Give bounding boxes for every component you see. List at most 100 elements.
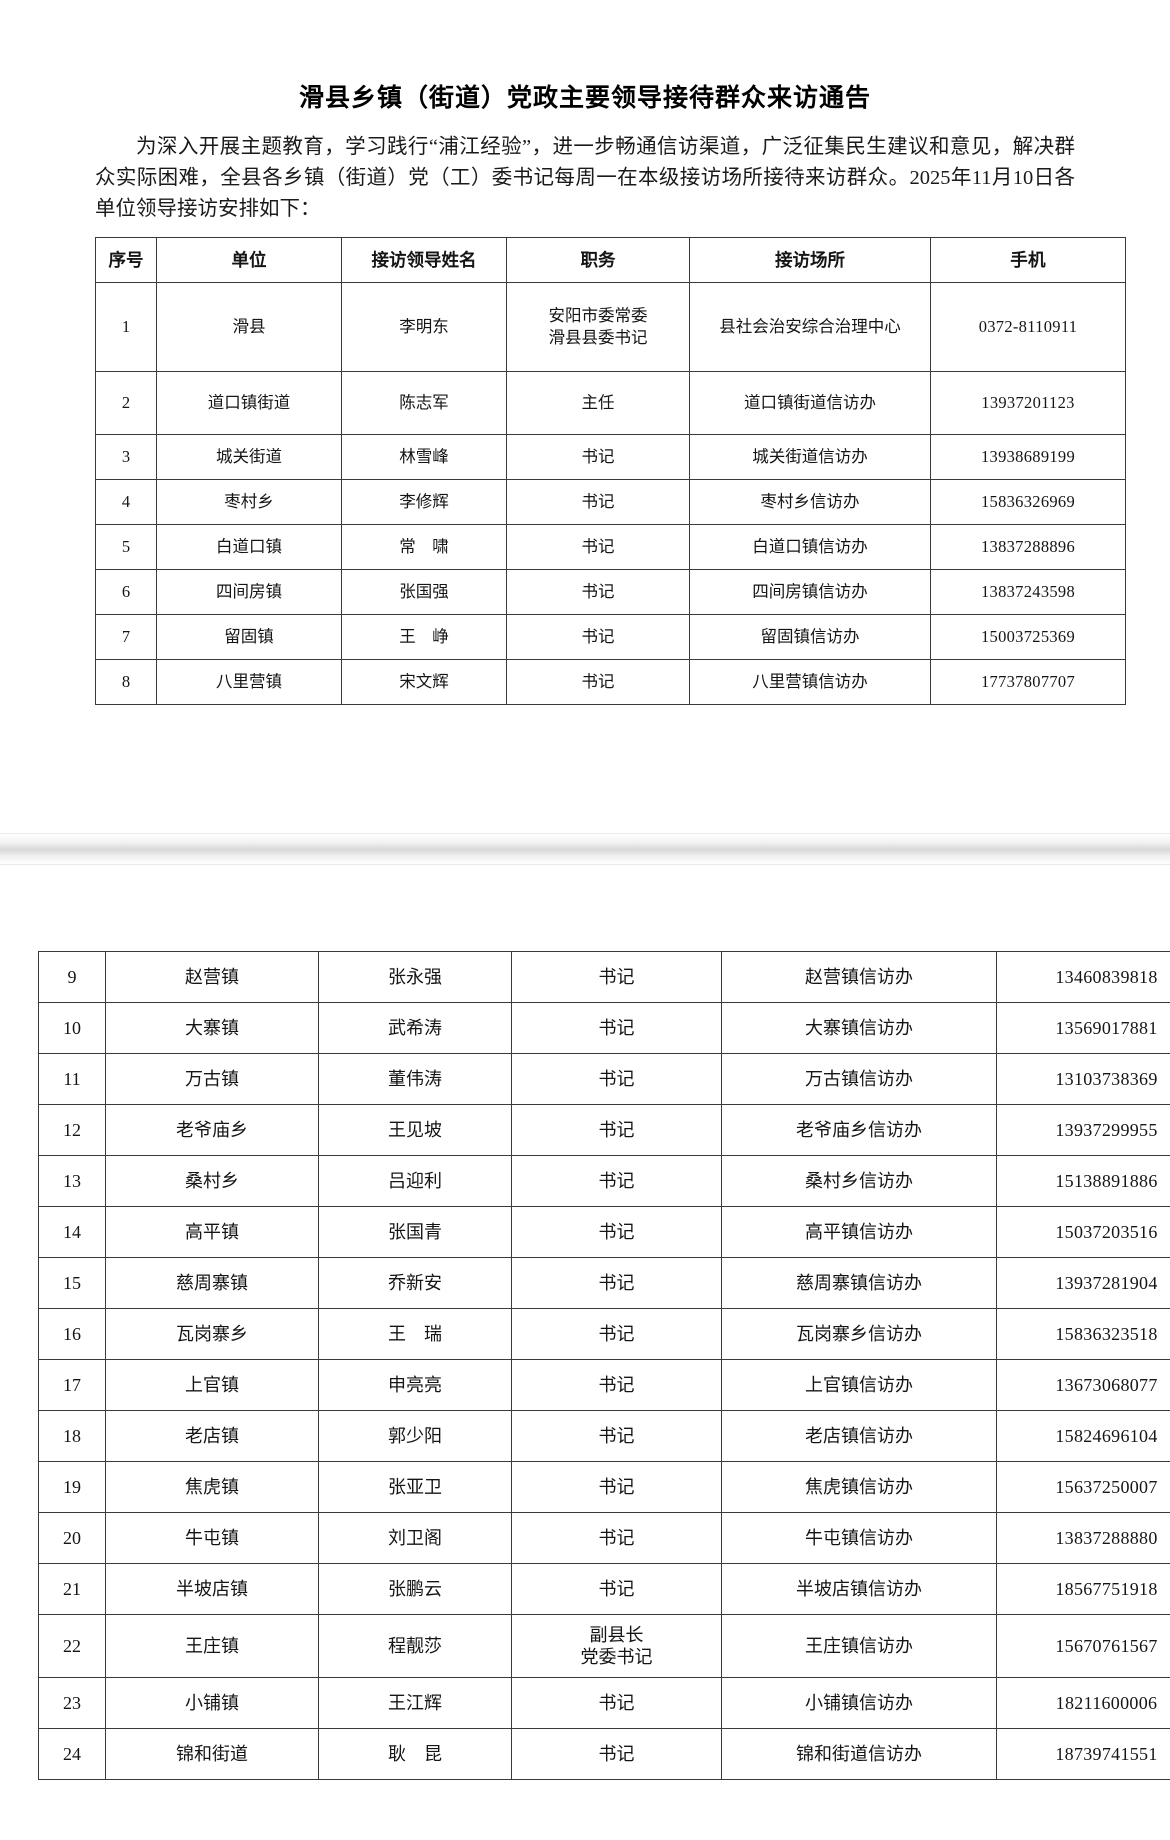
cell-phone: 18739741551 [997, 1729, 1170, 1780]
cell-leader: 张鹏云 [319, 1564, 512, 1615]
table-row: 21 半坡店镇 张鹏云 书记 半坡店镇信访办 18567751918 [39, 1564, 1170, 1615]
cell-post: 书记 [512, 1156, 722, 1207]
table-row: 5 白道口镇 常 啸 书记 白道口镇信访办 13837288896 [96, 525, 1126, 570]
cell-index: 1 [96, 283, 157, 372]
cell-post: 书记 [512, 1462, 722, 1513]
cell-place: 大寨镇信访办 [722, 1003, 997, 1054]
table-header-row: 序号 单位 接访领导姓名 职务 接访场所 手机 [96, 238, 1126, 283]
cell-post: 书记 [512, 1054, 722, 1105]
cell-unit: 半坡店镇 [106, 1564, 319, 1615]
cell-leader: 王江辉 [319, 1678, 512, 1729]
cell-leader: 耿 昆 [319, 1729, 512, 1780]
cell-post: 书记 [512, 952, 722, 1003]
cell-unit: 白道口镇 [157, 525, 342, 570]
cell-phone: 13937281904 [997, 1258, 1170, 1309]
cell-post: 书记 [507, 480, 690, 525]
cell-unit: 老爷庙乡 [106, 1105, 319, 1156]
cell-phone: 15003725369 [931, 615, 1126, 660]
cell-leader: 张国强 [342, 570, 507, 615]
cell-leader: 张国青 [319, 1207, 512, 1258]
cell-leader: 李明东 [342, 283, 507, 372]
cell-phone: 15670761567 [997, 1615, 1170, 1678]
cell-phone: 18211600006 [997, 1678, 1170, 1729]
column-header-phone: 手机 [931, 238, 1126, 283]
schedule-table-page-1: 序号 单位 接访领导姓名 职务 接访场所 手机 1 滑县 李明东 安阳市委常委 … [95, 237, 1126, 705]
cell-index: 19 [39, 1462, 106, 1513]
cell-leader: 常 啸 [342, 525, 507, 570]
table-row: 15 慈周寨镇 乔新安 书记 慈周寨镇信访办 13937281904 [39, 1258, 1170, 1309]
table-row: 18 老店镇 郭少阳 书记 老店镇信访办 15824696104 [39, 1411, 1170, 1462]
cell-place: 王庄镇信访办 [722, 1615, 997, 1678]
cell-place: 牛屯镇信访办 [722, 1513, 997, 1564]
cell-index: 21 [39, 1564, 106, 1615]
cell-phone: 18567751918 [997, 1564, 1170, 1615]
cell-unit: 王庄镇 [106, 1615, 319, 1678]
cell-phone: 15824696104 [997, 1411, 1170, 1462]
cell-unit: 道口镇街道 [157, 372, 342, 435]
cell-unit: 万古镇 [106, 1054, 319, 1105]
cell-leader: 吕迎利 [319, 1156, 512, 1207]
cell-index: 9 [39, 952, 106, 1003]
cell-place: 半坡店镇信访办 [722, 1564, 997, 1615]
cell-post: 书记 [512, 1564, 722, 1615]
cell-leader: 林雪峰 [342, 435, 507, 480]
cell-place: 留固镇信访办 [690, 615, 931, 660]
column-header-index: 序号 [96, 238, 157, 283]
table-row: 17 上官镇 申亮亮 书记 上官镇信访办 13673068077 [39, 1360, 1170, 1411]
cell-place: 城关街道信访办 [690, 435, 931, 480]
cell-post: 书记 [507, 570, 690, 615]
cell-phone: 13837288896 [931, 525, 1126, 570]
cell-unit: 上官镇 [106, 1360, 319, 1411]
column-header-place: 接访场所 [690, 238, 931, 283]
cell-post: 书记 [512, 1513, 722, 1564]
cell-unit: 留固镇 [157, 615, 342, 660]
table-row: 8 八里营镇 宋文辉 书记 八里营镇信访办 17737807707 [96, 660, 1126, 705]
table-body-page-2: 9 赵营镇 张永强 书记 赵营镇信访办 13460839818 10 大寨镇 武… [39, 952, 1170, 1780]
cell-unit: 瓦岗寨乡 [106, 1309, 319, 1360]
table-row: 19 焦虎镇 张亚卫 书记 焦虎镇信访办 15637250007 [39, 1462, 1170, 1513]
page-top-whitespace [38, 865, 1140, 951]
cell-place: 老店镇信访办 [722, 1411, 997, 1462]
table-row: 2 道口镇街道 陈志军 主任 道口镇街道信访办 13937201123 [96, 372, 1126, 435]
cell-place: 上官镇信访办 [722, 1360, 997, 1411]
cell-phone: 13837243598 [931, 570, 1126, 615]
cell-unit: 桑村乡 [106, 1156, 319, 1207]
cell-index: 14 [39, 1207, 106, 1258]
cell-leader: 李修辉 [342, 480, 507, 525]
cell-index: 24 [39, 1729, 106, 1780]
cell-index: 15 [39, 1258, 106, 1309]
cell-place: 桑村乡信访办 [722, 1156, 997, 1207]
cell-index: 8 [96, 660, 157, 705]
cell-index: 22 [39, 1615, 106, 1678]
cell-leader: 乔新安 [319, 1258, 512, 1309]
cell-place: 八里营镇信访办 [690, 660, 931, 705]
cell-place: 瓦岗寨乡信访办 [722, 1309, 997, 1360]
page-bottom-whitespace [95, 705, 1075, 833]
cell-phone: 13837288880 [997, 1513, 1170, 1564]
page-separator [0, 833, 1170, 865]
table-row: 9 赵营镇 张永强 书记 赵营镇信访办 13460839818 [39, 952, 1170, 1003]
cell-phone: 15836323518 [997, 1309, 1170, 1360]
cell-unit: 四间房镇 [157, 570, 342, 615]
schedule-table-page-2: 9 赵营镇 张永强 书记 赵营镇信访办 13460839818 10 大寨镇 武… [38, 951, 1170, 1780]
cell-unit: 大寨镇 [106, 1003, 319, 1054]
table-body-page-1: 1 滑县 李明东 安阳市委常委 滑县县委书记 县社会治安综合治理中心 0372-… [96, 283, 1126, 705]
cell-leader: 程靓莎 [319, 1615, 512, 1678]
cell-post: 书记 [507, 660, 690, 705]
cell-phone: 17737807707 [931, 660, 1126, 705]
cell-post: 书记 [507, 525, 690, 570]
cell-phone: 15138891886 [997, 1156, 1170, 1207]
cell-leader: 申亮亮 [319, 1360, 512, 1411]
cell-phone: 13673068077 [997, 1360, 1170, 1411]
table-row: 24 锦和街道 耿 昆 书记 锦和街道信访办 18739741551 [39, 1729, 1170, 1780]
cell-unit: 老店镇 [106, 1411, 319, 1462]
cell-place: 县社会治安综合治理中心 [690, 283, 931, 372]
cell-leader: 武希涛 [319, 1003, 512, 1054]
document-page-1: 滑县乡镇（街道）党政主要领导接待群众来访通告 为深入开展主题教育，学习践行“浦江… [0, 0, 1170, 833]
cell-unit: 慈周寨镇 [106, 1258, 319, 1309]
cell-unit: 滑县 [157, 283, 342, 372]
cell-post: 书记 [512, 1207, 722, 1258]
cell-index: 4 [96, 480, 157, 525]
cell-index: 12 [39, 1105, 106, 1156]
table-row: 6 四间房镇 张国强 书记 四间房镇信访办 13837243598 [96, 570, 1126, 615]
